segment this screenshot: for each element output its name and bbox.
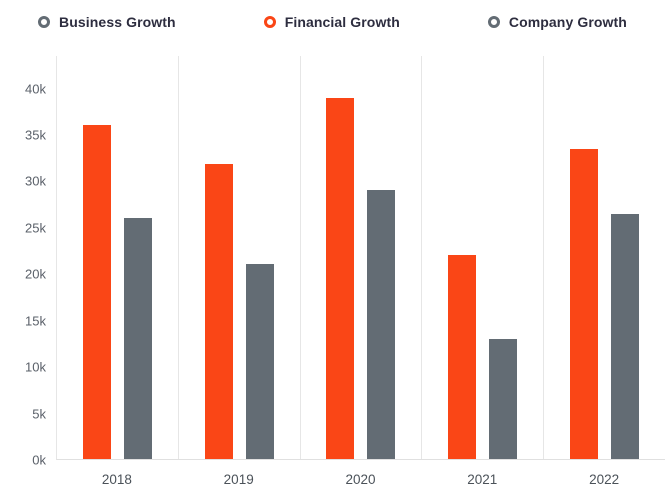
legend-item-company-growth[interactable]: Company Growth	[487, 14, 627, 30]
legend-label: Company Growth	[508, 14, 627, 30]
x-axis-label: 2021	[467, 472, 498, 487]
legend-marker-icon	[487, 16, 500, 28]
legend-item-business-growth[interactable]: Business Growth	[38, 14, 176, 30]
legend-item-financial-growth[interactable]: Financial Growth	[263, 14, 400, 30]
bar-group-2020	[301, 56, 423, 459]
y-tick-label: 25k	[25, 220, 46, 236]
y-tick-label: 10k	[25, 359, 46, 375]
bar-financial-growth-2020[interactable]	[326, 97, 355, 459]
bar-company-growth-2021[interactable]	[489, 338, 518, 459]
bar-financial-growth-2021[interactable]	[448, 255, 477, 459]
bar-group-2018	[57, 56, 179, 459]
bar-company-growth-2020[interactable]	[367, 190, 396, 459]
y-tick-label: 35k	[25, 127, 46, 143]
bar-group-2019	[179, 56, 301, 459]
bar-financial-growth-2019[interactable]	[204, 164, 233, 459]
x-axis-label: 2019	[223, 472, 254, 487]
y-tick-label: 40k	[25, 81, 46, 97]
x-axis-label: 2020	[345, 472, 376, 487]
plot-wrap: 0k 5k 10k 15k 20k 25k 30k 35k 40k	[0, 56, 665, 467]
bar-company-growth-2019[interactable]	[245, 264, 274, 459]
chart-legend: Business Growth Financial Growth Company…	[0, 10, 665, 34]
y-tick-label: 0k	[32, 452, 46, 468]
y-axis: 0k 5k 10k 15k 20k 25k 30k 35k 40k	[0, 56, 56, 466]
x-axis-label: 2018	[101, 472, 132, 487]
bar-group-2021	[422, 56, 545, 459]
bar-financial-growth-2022[interactable]	[570, 148, 599, 459]
legend-label: Business Growth	[59, 14, 176, 30]
y-tick-label: 5k	[32, 406, 46, 422]
y-tick-label: 20k	[25, 266, 46, 282]
legend-label: Financial Growth	[284, 14, 400, 30]
bar-company-growth-2018[interactable]	[123, 218, 152, 459]
bar-group-2022	[544, 56, 665, 459]
legend-marker-icon	[263, 16, 276, 28]
legend-marker-icon	[38, 16, 51, 28]
plot	[56, 56, 665, 460]
x-axis-labels: 2018 2019 2020 2021 2022	[56, 460, 665, 487]
y-tick-label: 30k	[25, 173, 46, 189]
y-tick-label: 15k	[25, 313, 46, 329]
x-axis-label: 2022	[589, 472, 620, 487]
bar-financial-growth-2018[interactable]	[82, 125, 111, 459]
plot-area	[56, 56, 665, 460]
bar-company-growth-2022[interactable]	[611, 213, 640, 459]
